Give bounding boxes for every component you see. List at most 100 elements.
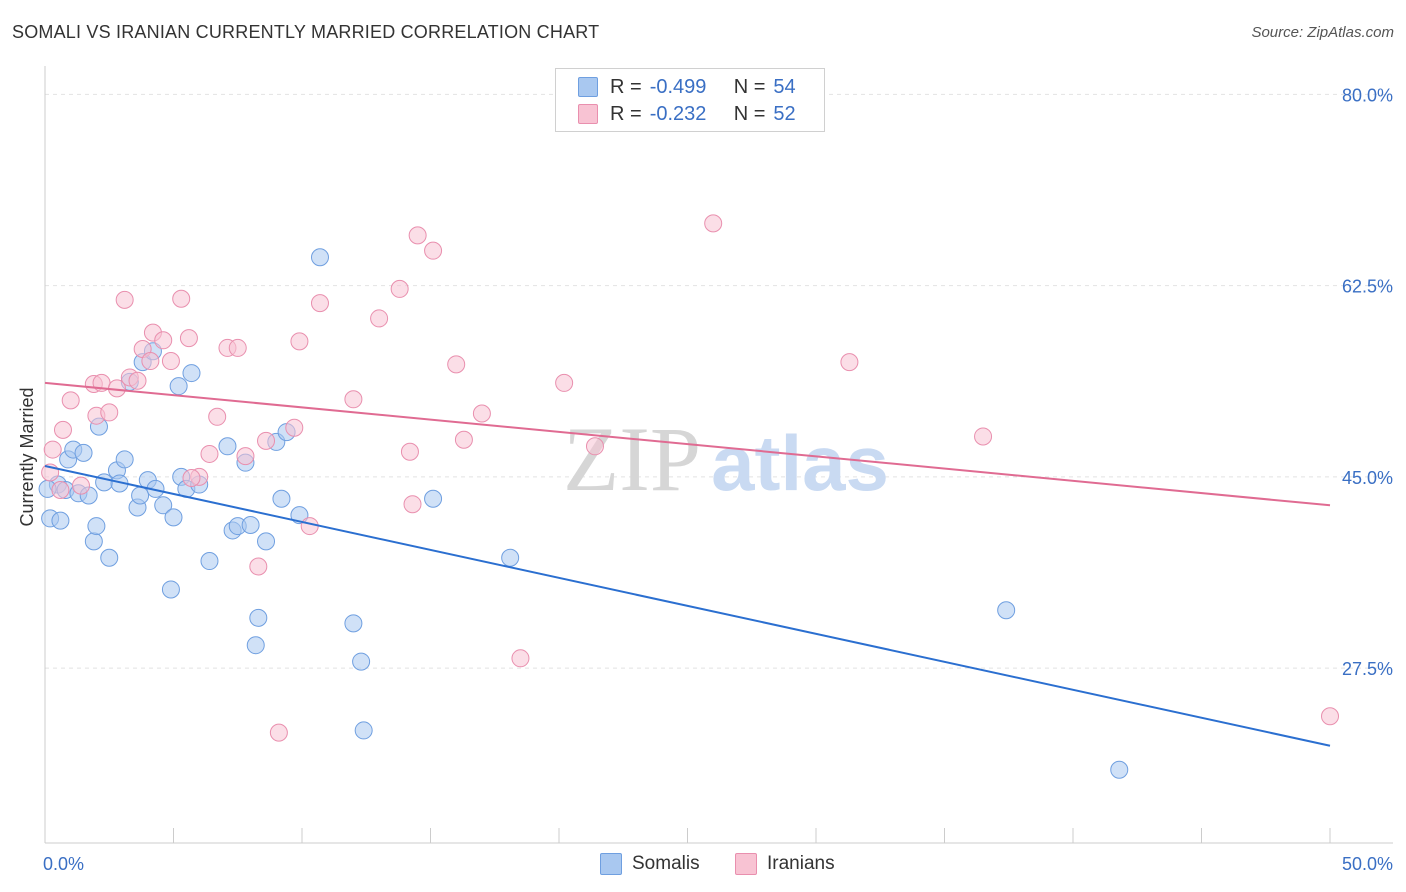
- legend-swatch-iranians: [735, 853, 757, 875]
- point-somalis: [74, 443, 93, 462]
- point-iranians: [182, 468, 201, 487]
- point-iranians: [53, 420, 72, 439]
- point-iranians: [472, 404, 491, 423]
- watermark-zip: ZIP: [563, 408, 701, 510]
- point-iranians: [161, 352, 180, 371]
- point-somalis: [249, 608, 268, 627]
- point-somalis: [344, 614, 363, 633]
- point-somalis: [164, 508, 183, 527]
- stats-legend: R = -0.499 N = 54 R = -0.232 N = 52: [555, 68, 825, 132]
- watermark: ZIP atlas: [563, 408, 889, 510]
- y-axis-label: Currently Married: [17, 387, 37, 526]
- point-iranians: [310, 294, 329, 313]
- y-tick-label: 27.5%: [1342, 659, 1393, 679]
- point-iranians: [236, 447, 255, 466]
- legend-swatch-iranians: [578, 104, 598, 124]
- legend-r-label: R =: [610, 75, 642, 98]
- data-points: [38, 214, 1339, 779]
- point-somalis: [354, 721, 373, 740]
- point-iranians: [408, 226, 427, 245]
- point-somalis: [182, 364, 201, 383]
- legend-n-label: N =: [733, 75, 766, 98]
- y-tick-label: 80.0%: [1342, 85, 1393, 105]
- point-somalis: [84, 532, 103, 551]
- legend-item-iranians[interactable]: Iranians: [735, 852, 835, 876]
- point-iranians: [1321, 707, 1339, 726]
- point-iranians: [249, 557, 268, 576]
- point-iranians: [269, 723, 288, 742]
- point-iranians: [704, 214, 723, 233]
- point-somalis: [501, 548, 520, 567]
- point-iranians: [400, 442, 419, 461]
- point-iranians: [447, 355, 466, 374]
- point-iranians: [179, 329, 198, 348]
- point-somalis: [100, 548, 119, 567]
- point-iranians: [300, 517, 319, 536]
- point-iranians: [61, 391, 80, 410]
- point-iranians: [100, 403, 119, 422]
- tick-labels: 80.0% 62.5% 45.0% 27.5% 0.0% 50.0%: [43, 85, 1393, 874]
- point-iranians: [200, 444, 219, 463]
- legend-r-label: R =: [610, 102, 642, 125]
- point-iranians: [390, 279, 409, 298]
- legend-row-somalis: R = -0.499 N = 54: [578, 75, 796, 99]
- point-somalis: [200, 552, 219, 571]
- point-somalis: [131, 486, 150, 505]
- point-iranians: [585, 437, 604, 456]
- point-somalis: [95, 473, 114, 492]
- point-somalis: [310, 248, 329, 267]
- trend-line-somalis: [44, 464, 1331, 747]
- legend-r-value: -0.499: [649, 75, 707, 98]
- point-somalis: [246, 636, 265, 655]
- x-tick-label: 0.0%: [43, 854, 84, 874]
- legend-label-iranians: Iranians: [767, 853, 835, 874]
- watermark-atlas: atlas: [711, 419, 889, 507]
- legend-n-value: 54: [773, 75, 796, 98]
- point-iranians: [290, 332, 309, 351]
- legend-n-label: N =: [733, 102, 766, 125]
- legend-item-somalis[interactable]: Somalis: [600, 852, 700, 876]
- point-somalis: [169, 377, 188, 396]
- point-somalis: [87, 517, 106, 536]
- y-tick-label: 45.0%: [1342, 468, 1393, 488]
- point-iranians: [257, 431, 276, 450]
- point-iranians: [424, 241, 443, 260]
- point-iranians: [228, 338, 247, 357]
- point-somalis: [161, 580, 180, 599]
- trend-line-iranians: [44, 381, 1331, 507]
- y-tick-label: 62.5%: [1342, 277, 1393, 297]
- point-iranians: [115, 290, 134, 309]
- legend-r-value: -0.232: [649, 102, 707, 125]
- point-somalis: [424, 489, 443, 508]
- point-somalis: [352, 652, 371, 671]
- chart-title: SOMALI VS IRANIAN CURRENTLY MARRIED CORR…: [12, 22, 600, 42]
- point-iranians: [840, 353, 859, 372]
- point-somalis: [51, 511, 70, 530]
- point-iranians: [208, 407, 227, 426]
- point-iranians: [43, 440, 62, 459]
- point-somalis: [257, 532, 276, 551]
- point-iranians: [154, 331, 173, 350]
- point-iranians: [370, 309, 389, 328]
- point-iranians: [555, 373, 574, 392]
- point-iranians: [974, 427, 993, 446]
- point-iranians: [172, 289, 191, 308]
- legend-row-iranians: R = -0.232 N = 52: [578, 102, 796, 126]
- legend-n-value: 52: [773, 102, 796, 125]
- point-iranians: [285, 418, 304, 437]
- point-iranians: [454, 430, 473, 449]
- point-somalis: [218, 437, 237, 456]
- legend-label-somalis: Somalis: [632, 853, 700, 874]
- gridlines: [45, 93, 1390, 669]
- axes: [44, 66, 1393, 844]
- point-iranians: [141, 352, 160, 371]
- legend-swatch-somalis: [578, 77, 598, 97]
- trend-lines: [44, 381, 1331, 747]
- point-somalis: [997, 601, 1016, 620]
- point-iranians: [128, 371, 147, 390]
- source-label: Source: ZipAtlas.com: [1251, 24, 1394, 41]
- point-somalis: [241, 515, 260, 534]
- point-iranians: [403, 495, 422, 514]
- point-somalis: [272, 489, 291, 508]
